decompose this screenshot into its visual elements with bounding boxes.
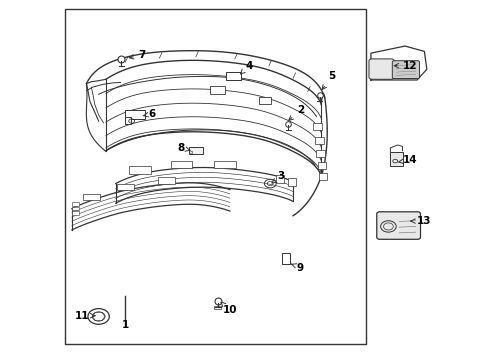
Bar — [389, 152, 402, 166]
Text: 11: 11 — [74, 311, 95, 321]
Text: 10: 10 — [221, 302, 237, 315]
Text: 9: 9 — [291, 262, 304, 273]
Text: 1: 1 — [122, 320, 129, 330]
Text: 4: 4 — [240, 61, 252, 74]
Bar — [72, 202, 79, 206]
Text: 8: 8 — [177, 143, 190, 153]
Bar — [125, 110, 144, 118]
Bar — [317, 162, 325, 169]
Bar — [225, 72, 240, 80]
Text: 12: 12 — [393, 61, 416, 71]
Bar — [82, 194, 100, 200]
Text: 7: 7 — [129, 50, 146, 60]
Text: 3: 3 — [271, 171, 284, 183]
FancyBboxPatch shape — [376, 212, 420, 239]
FancyBboxPatch shape — [368, 59, 393, 79]
Bar — [72, 211, 79, 215]
Bar — [314, 137, 323, 144]
Bar — [276, 175, 284, 183]
Bar — [158, 177, 175, 184]
Bar — [64, 9, 366, 344]
Text: 6: 6 — [142, 109, 155, 119]
Bar — [170, 161, 192, 168]
Bar — [72, 207, 79, 210]
Bar — [287, 179, 295, 186]
Text: 5: 5 — [322, 71, 335, 89]
Bar — [129, 166, 150, 174]
Bar — [313, 123, 321, 130]
Bar — [214, 161, 235, 168]
Text: 14: 14 — [398, 156, 416, 165]
Bar — [318, 173, 327, 180]
Bar — [116, 184, 134, 190]
Bar — [214, 306, 221, 309]
Bar — [210, 86, 224, 94]
Bar — [188, 147, 203, 154]
Text: 13: 13 — [410, 216, 431, 226]
Bar — [259, 97, 271, 104]
Bar — [316, 150, 324, 157]
Text: 2: 2 — [288, 105, 304, 120]
Bar — [282, 252, 289, 264]
FancyBboxPatch shape — [391, 61, 419, 78]
Bar — [125, 117, 131, 123]
